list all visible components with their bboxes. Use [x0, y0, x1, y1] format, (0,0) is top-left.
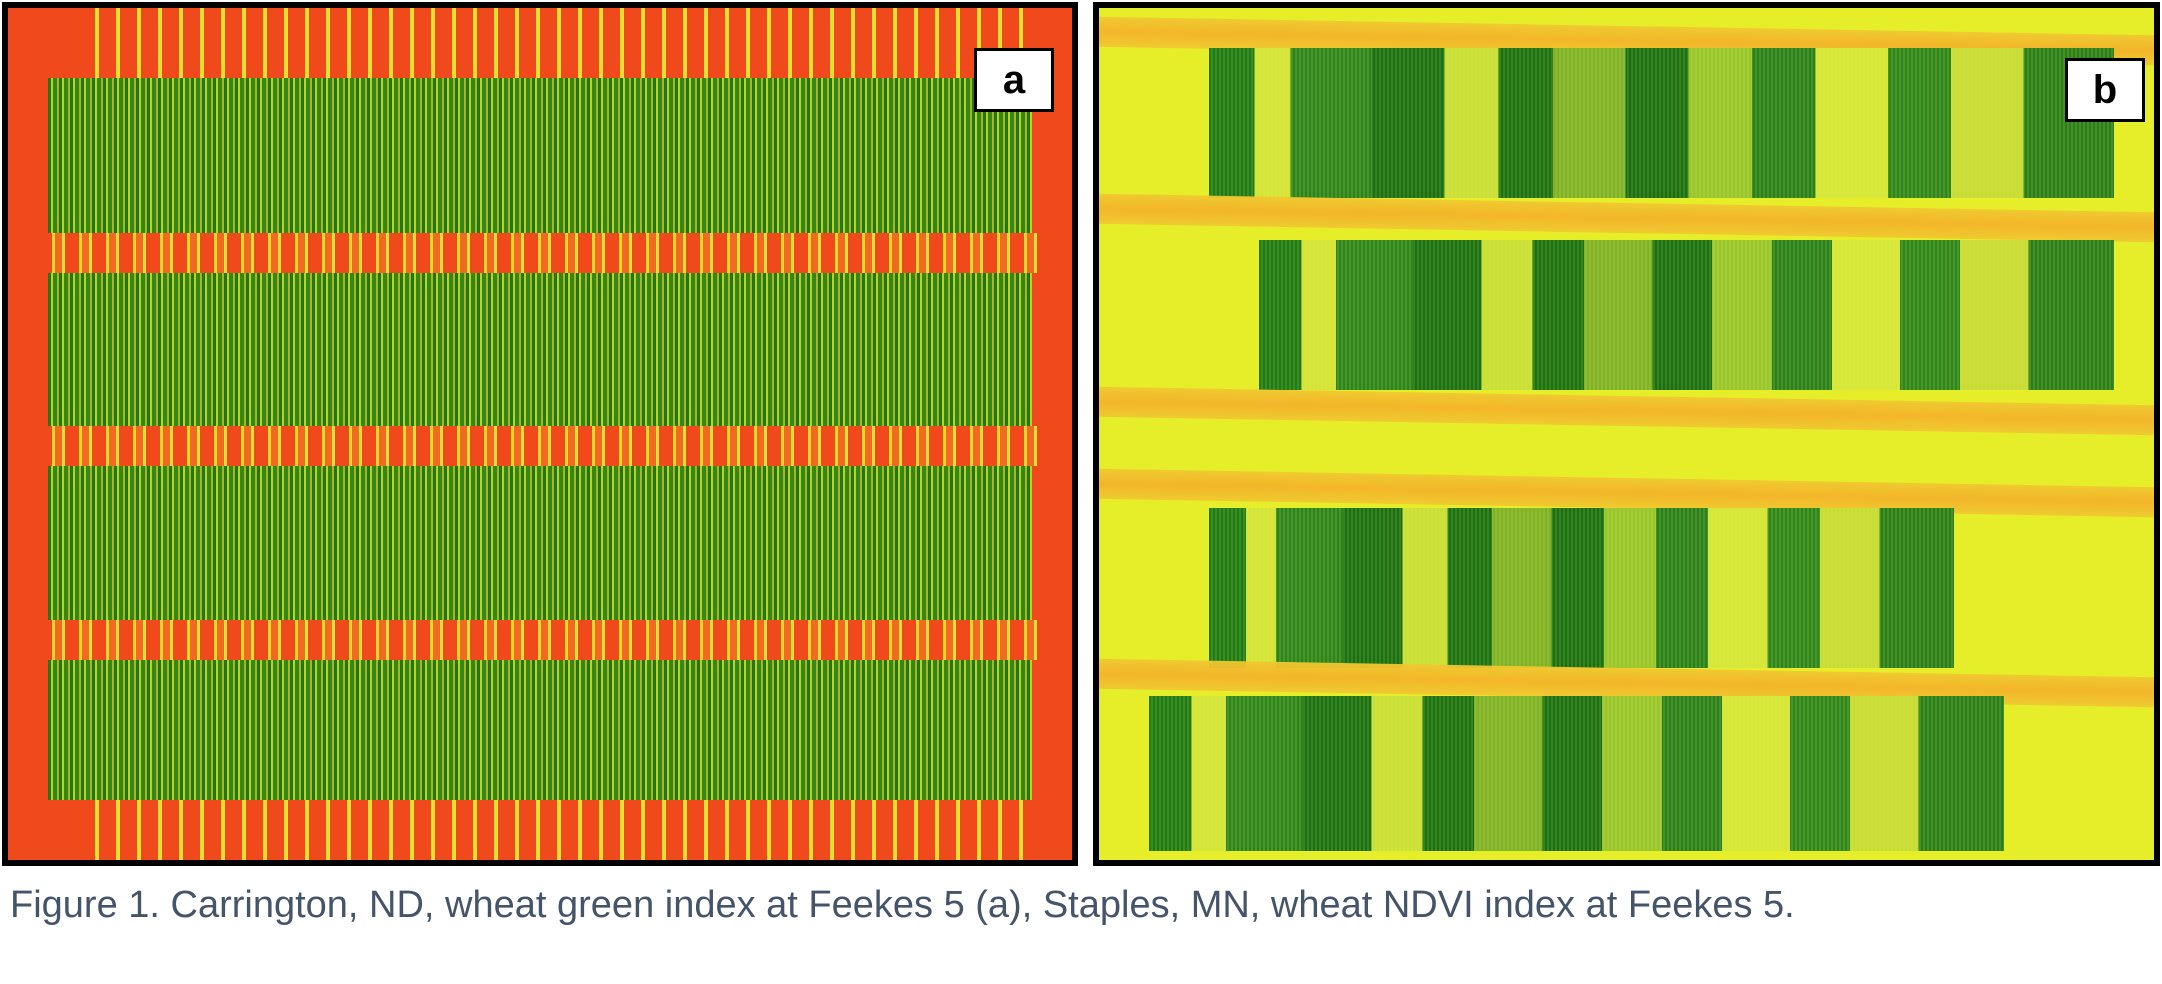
panel-label-b: b	[2065, 58, 2145, 122]
plot-row	[1209, 508, 1954, 668]
alley-stripe	[1099, 193, 2154, 243]
figure-caption: Figure 1. Carrington, ND, wheat green in…	[10, 884, 1795, 926]
plot-row	[1259, 240, 2114, 390]
plot-row	[1209, 48, 2114, 198]
alley-band	[38, 426, 1042, 466]
alley-band	[38, 620, 1042, 660]
alley-band	[38, 233, 1042, 273]
panel-label-a: a	[974, 48, 1054, 112]
plot-row	[1149, 696, 2004, 851]
alley-stripe	[1099, 386, 2154, 436]
alley-band-bottom	[78, 800, 1032, 860]
panel-b-ndvi-image: b	[1093, 2, 2160, 866]
panel-a-green-index-image: a	[2, 2, 1078, 866]
alley-band-top	[78, 8, 1032, 78]
